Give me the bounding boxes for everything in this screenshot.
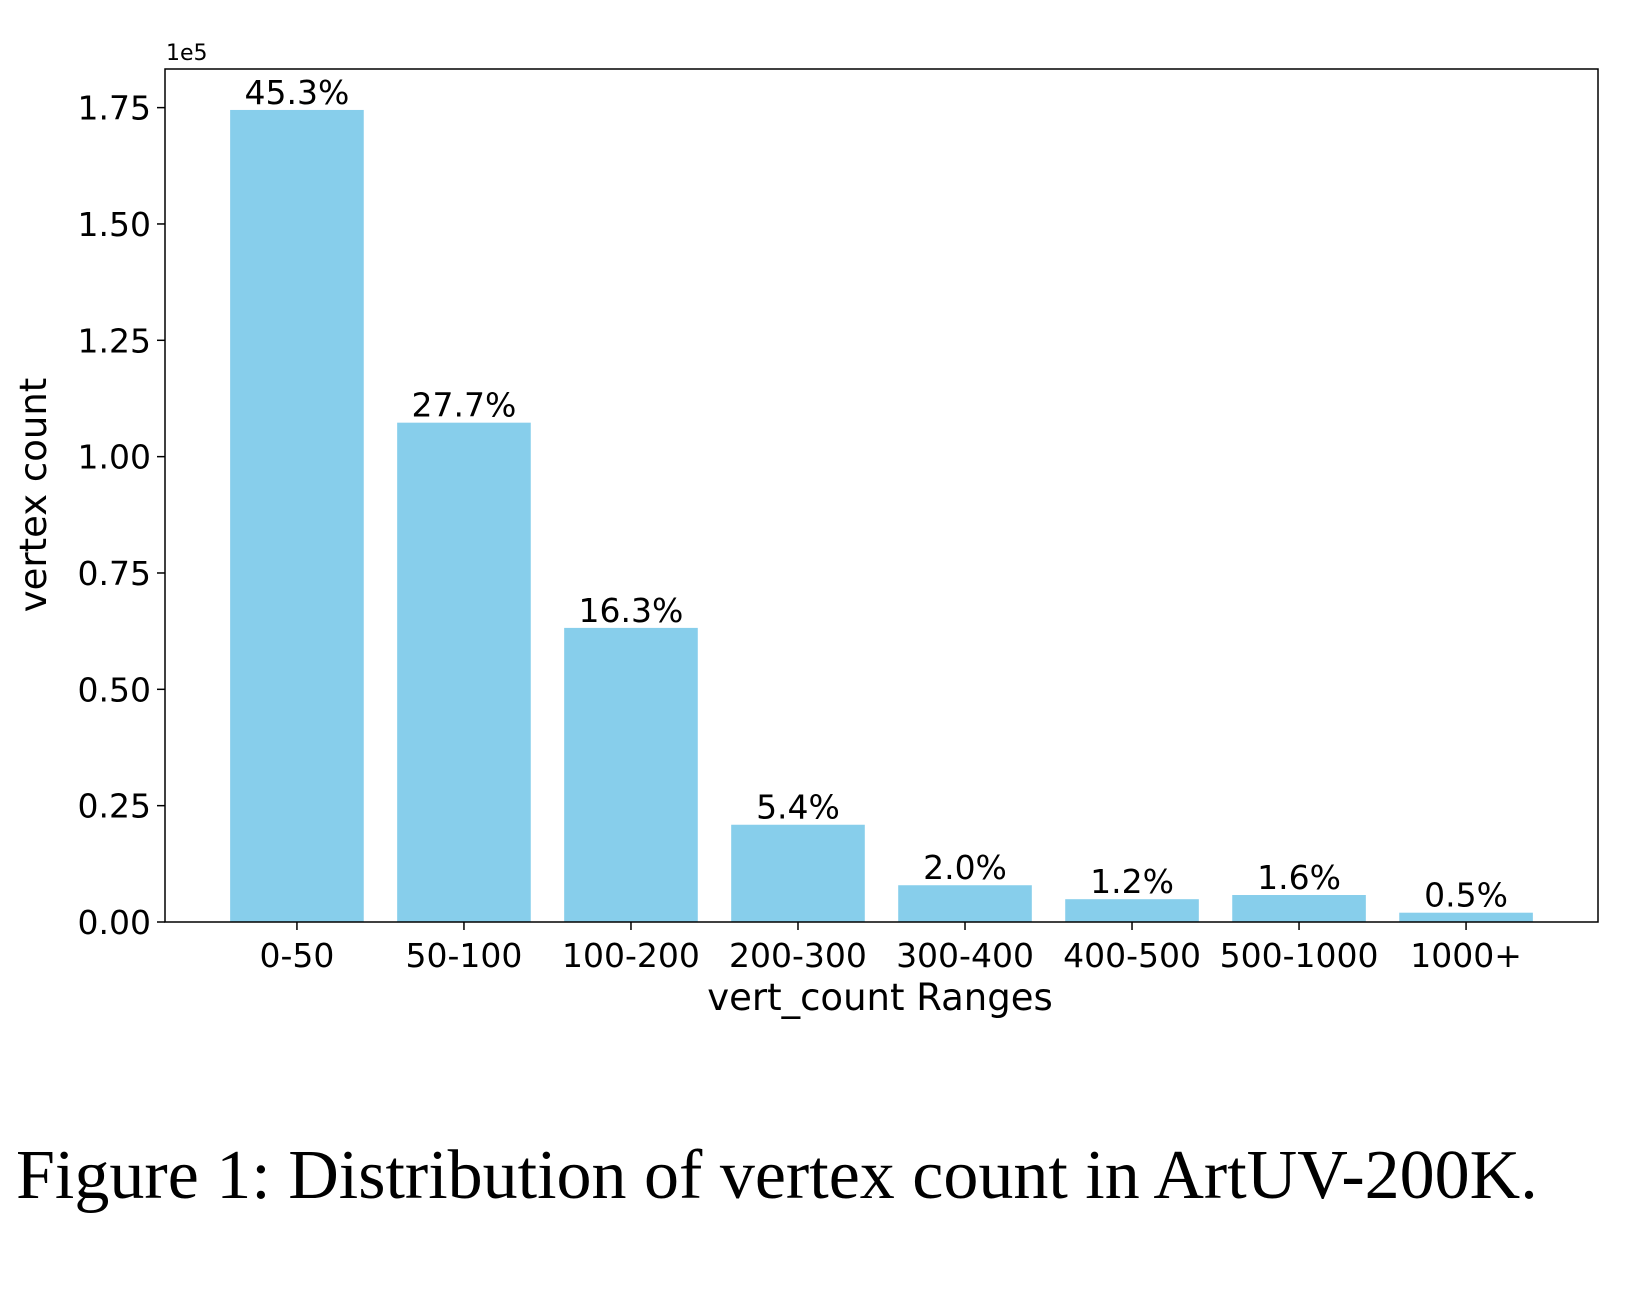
y-tick-label: 1.50 xyxy=(78,205,151,244)
y-tick-label: 1.00 xyxy=(78,438,151,477)
bar xyxy=(731,824,865,922)
bar xyxy=(1065,899,1199,922)
plot-frame xyxy=(164,68,1599,923)
x-tick-label: 200-300 xyxy=(729,936,867,975)
y-axis-label: vertex count xyxy=(12,378,55,613)
y-tick-label: 0.75 xyxy=(78,554,151,593)
data-label: 45.3% xyxy=(245,73,350,112)
bar xyxy=(397,422,531,922)
x-tick-label: 500-1000 xyxy=(1220,936,1379,975)
data-label: 16.3% xyxy=(579,591,684,630)
data-label: 5.4% xyxy=(756,788,840,827)
bar xyxy=(1232,895,1366,922)
data-label: 2.0% xyxy=(923,848,1007,887)
x-tick-label: 0-50 xyxy=(259,936,334,975)
bar xyxy=(898,885,1032,922)
caption: Figure 1: Distribution of vertex count i… xyxy=(16,1137,1538,1214)
data-label: 1.2% xyxy=(1090,862,1174,901)
x-axis-label: vert_count Ranges xyxy=(707,976,1053,1019)
y-tick-label: 1.25 xyxy=(78,321,151,360)
y-tick-label: 1.75 xyxy=(78,89,151,128)
y-tick-label: 0.00 xyxy=(78,903,151,942)
x-tick-label: 100-200 xyxy=(562,936,700,975)
x-tick-label: 400-500 xyxy=(1063,936,1201,975)
x-tick-label: 1000+ xyxy=(1410,936,1522,975)
x-tick-label: 50-100 xyxy=(406,936,523,975)
y-tick-label: 0.25 xyxy=(78,787,151,826)
bar xyxy=(230,109,364,923)
chart: 1e5 vert_count Ranges vertex count 0.00 0… xyxy=(12,41,1599,1019)
data-label: 27.7% xyxy=(412,386,517,425)
data-label: 1.6% xyxy=(1257,858,1341,897)
x-tick-label: 300-400 xyxy=(896,936,1034,975)
y-offset-label: 1e5 xyxy=(166,41,208,66)
bar xyxy=(564,627,698,922)
bar xyxy=(1399,912,1533,922)
data-label: 0.5% xyxy=(1424,876,1508,915)
y-tick-label: 0.50 xyxy=(78,670,151,709)
